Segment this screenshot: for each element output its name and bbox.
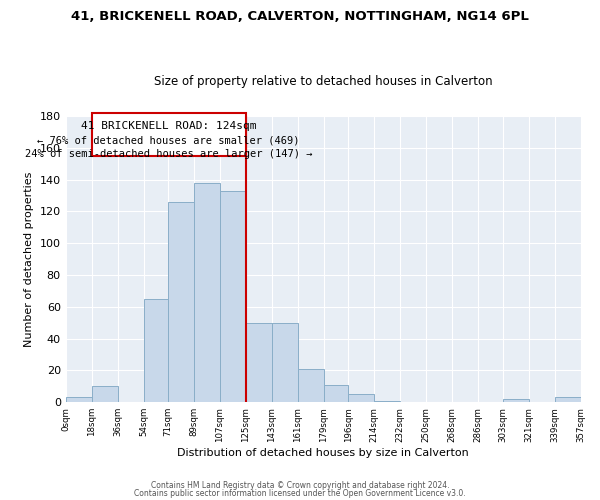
Text: ← 76% of detached houses are smaller (469): ← 76% of detached houses are smaller (46… [37, 135, 300, 145]
Text: Contains public sector information licensed under the Open Government Licence v3: Contains public sector information licen… [134, 488, 466, 498]
X-axis label: Distribution of detached houses by size in Calverton: Distribution of detached houses by size … [177, 448, 469, 458]
Bar [374, 400, 400, 402]
Bar [194, 183, 220, 402]
Bar [246, 322, 272, 402]
Bar [503, 399, 529, 402]
Y-axis label: Number of detached properties: Number of detached properties [24, 172, 34, 347]
Bar [143, 299, 168, 402]
Bar [298, 369, 324, 402]
FancyBboxPatch shape [92, 113, 246, 156]
Bar [92, 386, 118, 402]
Bar [554, 398, 581, 402]
Text: 41, BRICKENELL ROAD, CALVERTON, NOTTINGHAM, NG14 6PL: 41, BRICKENELL ROAD, CALVERTON, NOTTINGH… [71, 10, 529, 23]
Text: Contains HM Land Registry data © Crown copyright and database right 2024.: Contains HM Land Registry data © Crown c… [151, 481, 449, 490]
Text: 24% of semi-detached houses are larger (147) →: 24% of semi-detached houses are larger (… [25, 150, 313, 160]
Bar [324, 384, 348, 402]
Text: 41 BRICKENELL ROAD: 124sqm: 41 BRICKENELL ROAD: 124sqm [81, 121, 256, 131]
Bar [272, 322, 298, 402]
Bar [65, 398, 92, 402]
Bar [220, 191, 246, 402]
Bar [168, 202, 194, 402]
Title: Size of property relative to detached houses in Calverton: Size of property relative to detached ho… [154, 76, 493, 88]
Bar [348, 394, 374, 402]
